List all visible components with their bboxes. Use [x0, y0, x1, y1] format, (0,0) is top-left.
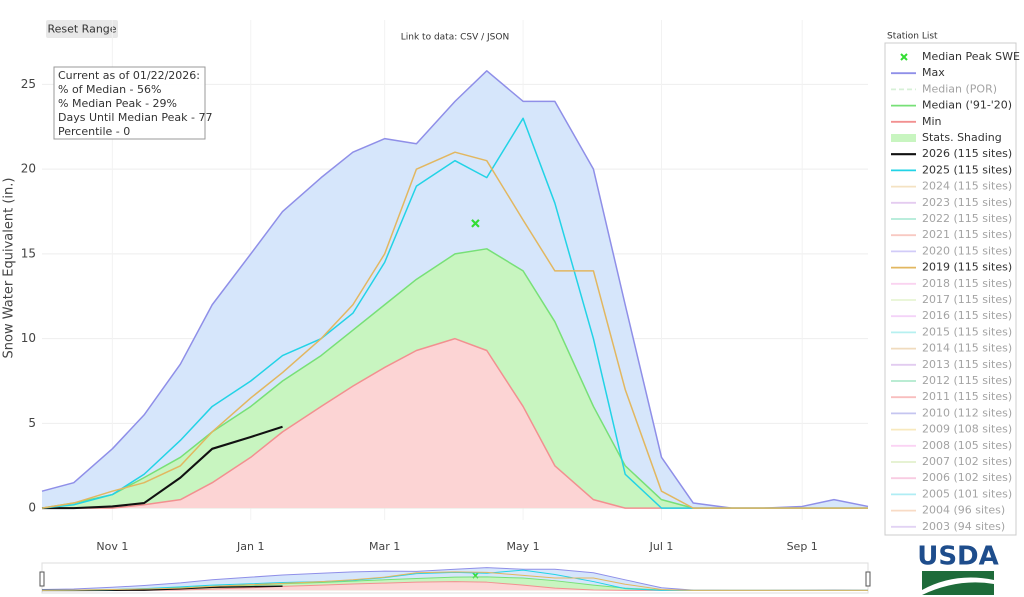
legend-label: 2024 (115 sites)	[922, 180, 1012, 193]
legend-item[interactable]: 2021 (115 sites)	[891, 228, 1012, 241]
legend-item[interactable]: 2004 (96 sites)	[891, 504, 1005, 517]
legend-label: 2014 (115 sites)	[922, 342, 1012, 355]
x-tick-label: Jul 1	[649, 540, 674, 553]
legend-item[interactable]: 2012 (115 sites)	[891, 374, 1012, 387]
legend-label: 2012 (115 sites)	[922, 374, 1012, 387]
annotation-line: Days Until Median Peak - 77	[58, 111, 212, 124]
legend-symbol	[891, 134, 916, 142]
reset-button[interactable]	[46, 20, 118, 38]
legend-item[interactable]: 2007 (102 sites)	[891, 455, 1012, 468]
legend-label: 2004 (96 sites)	[922, 504, 1005, 517]
annotation-line: Percentile - 0	[58, 125, 130, 138]
legend-label: 2021 (115 sites)	[922, 228, 1012, 241]
legend-label: 2006 (102 sites)	[922, 471, 1012, 484]
legend-label: 2017 (115 sites)	[922, 293, 1012, 306]
legend-label: 2015 (115 sites)	[922, 325, 1012, 338]
legend-label: 2025 (115 sites)	[922, 163, 1012, 176]
legend-item[interactable]: Stats. Shading	[891, 131, 1002, 144]
legend-item[interactable]: 2016 (115 sites)	[891, 309, 1012, 322]
legend-item[interactable]: 2003 (94 sites)	[891, 520, 1005, 533]
legend-label: 2008 (105 sites)	[922, 439, 1012, 452]
data-link[interactable]: Link to data: CSV / JSON	[401, 33, 509, 43]
range-handle[interactable]	[39, 571, 45, 587]
legend-item[interactable]: 2015 (115 sites)	[891, 325, 1012, 338]
legend-item[interactable]: 2022 (115 sites)	[891, 212, 1012, 225]
legend-item[interactable]: 2018 (115 sites)	[891, 277, 1012, 290]
legend-item[interactable]: 2017 (115 sites)	[891, 293, 1012, 306]
legend-item[interactable]: 2014 (115 sites)	[891, 342, 1012, 355]
annotation-line: % of Median - 56%	[58, 83, 161, 96]
legend-label: 2023 (115 sites)	[922, 196, 1012, 209]
shading	[42, 338, 868, 509]
legend-label: 2018 (115 sites)	[922, 277, 1012, 290]
x-tick-label: Nov 1	[96, 540, 128, 553]
legend-title: Station List	[887, 32, 938, 42]
legend-item[interactable]: Median ('91-'20)	[891, 99, 1012, 112]
legend-label: 2020 (115 sites)	[922, 244, 1012, 257]
legend-label: 2013 (115 sites)	[922, 358, 1012, 371]
legend-item[interactable]: 2010 (112 sites)	[891, 406, 1012, 419]
x-tick-label: Mar 1	[369, 540, 400, 553]
reset-button-label[interactable]: Reset Range	[47, 23, 116, 36]
legend-label: 2003 (94 sites)	[922, 520, 1005, 533]
usda-logo: USDA	[917, 542, 999, 595]
y-tick-label: 0	[28, 501, 36, 515]
legend-label: Max	[922, 66, 945, 79]
y-tick-label: 10	[21, 331, 36, 345]
series-line	[42, 425, 283, 510]
legend-item[interactable]: 2026 (115 sites)	[891, 147, 1012, 160]
legend-item[interactable]: 2011 (115 sites)	[891, 390, 1012, 403]
legend-label: Median (POR)	[922, 82, 997, 95]
series-line	[41, 571, 868, 591]
legend-item[interactable]: Max	[891, 66, 945, 79]
legend-item[interactable]: 2023 (115 sites)	[891, 196, 1012, 209]
legend-item[interactable]: 2006 (102 sites)	[891, 471, 1012, 484]
legend-item[interactable]: 2020 (115 sites)	[891, 244, 1012, 257]
legend-label: Median Peak SWE	[922, 50, 1020, 63]
legend-label: 2016 (115 sites)	[922, 309, 1012, 322]
legend-label: 2011 (115 sites)	[922, 390, 1012, 403]
annotation-line: % Median Peak - 29%	[58, 97, 177, 110]
y-tick-label: 5	[28, 416, 36, 430]
legend-item[interactable]: Median (POR)	[891, 82, 997, 95]
legend-label: 2007 (102 sites)	[922, 455, 1012, 468]
legend-label: 2019 (115 sites)	[922, 261, 1012, 274]
x-tick-label: Sep 1	[787, 540, 818, 553]
legend-label: 2022 (115 sites)	[922, 212, 1012, 225]
legend-item[interactable]: 2019 (115 sites)	[891, 261, 1012, 274]
legend-item[interactable]: 2024 (115 sites)	[891, 180, 1012, 193]
x-tick-label: Jan 1	[236, 540, 264, 553]
legend-item[interactable]: Min	[891, 115, 942, 128]
legend-symbol	[900, 53, 908, 61]
y-tick-label: 25	[21, 77, 36, 91]
annotation-line: Current as of 01/22/2026:	[58, 69, 200, 82]
range-handle[interactable]	[865, 571, 871, 587]
legend-label: 2026 (115 sites)	[922, 147, 1012, 160]
legend-item[interactable]: 2008 (105 sites)	[891, 439, 1012, 452]
legend-item[interactable]: 2013 (115 sites)	[891, 358, 1012, 371]
legend-label: 2009 (108 sites)	[922, 423, 1012, 436]
y-tick-label: 15	[21, 246, 36, 260]
legend-item[interactable]: 2009 (108 sites)	[891, 423, 1012, 436]
peak-marker	[471, 219, 480, 228]
legend-item[interactable]: Median Peak SWE	[900, 50, 1020, 63]
legend-label: Stats. Shading	[922, 131, 1002, 144]
legend-label: 2005 (101 sites)	[922, 487, 1012, 500]
y-axis-label: Snow Water Equivalent (in.)	[2, 178, 17, 359]
legend-box	[884, 42, 1017, 536]
legend-label: Min	[922, 115, 942, 128]
legend-label: Median ('91-'20)	[922, 99, 1012, 112]
y-tick-label: 20	[21, 162, 36, 176]
x-tick-label: May 1	[506, 540, 539, 553]
legend-item[interactable]: 2025 (115 sites)	[891, 163, 1012, 176]
annotation-box	[53, 66, 206, 140]
legend-label: 2010 (112 sites)	[922, 406, 1012, 419]
logo-text: USDA	[917, 542, 999, 572]
series-line	[41, 151, 868, 509]
legend-item[interactable]: 2005 (101 sites)	[891, 487, 1012, 500]
